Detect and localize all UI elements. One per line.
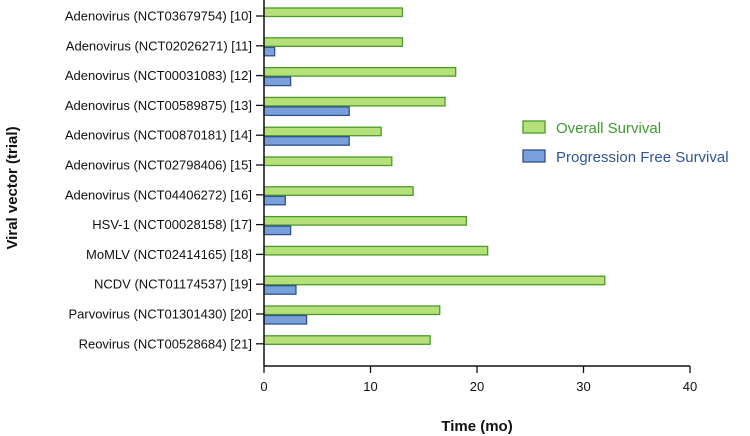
category-label: Adenovirus (NCT02798406) [15]: [65, 158, 252, 173]
progression-free-survival-bar: [263, 46, 276, 57]
category-label: HSV-1 (NCT00028158) [17]: [92, 217, 252, 232]
category-label: Adenovirus (NCT02026271) [11]: [66, 38, 252, 53]
overall-survival-bar: [263, 335, 431, 345]
overall-survival-bar: [263, 66, 457, 77]
overall-survival-bar: [263, 7, 404, 18]
category-label: Parvovirus (NCT01301430) [20]: [68, 307, 252, 322]
category-label: Adenovirus (NCT00870181) [14]: [65, 128, 252, 143]
y-axis-title: Viral vector (trial): [4, 126, 21, 249]
x-axis-title: Time (mo): [441, 418, 512, 435]
progression-free-survival-bar: [263, 225, 292, 236]
x-ticks: 0 10 20 30 40: [260, 366, 697, 394]
x-tick-label: 10: [363, 379, 377, 394]
x-tick-label: 40: [683, 379, 697, 394]
overall-survival-bar: [263, 305, 441, 316]
category-label: Adenovirus (NCT00031083) [12]: [65, 68, 252, 83]
progression-free-survival-bar: [263, 314, 308, 325]
legend-swatch-overall-survival: [522, 120, 546, 134]
category-label: Reovirus (NCT00528684) [21]: [79, 336, 252, 351]
category-label: Adenovirus (NCT04406272) [16]: [65, 187, 252, 202]
overall-survival-bar: [263, 245, 489, 256]
legend-label-overall-survival: Overall Survival: [556, 120, 661, 137]
legend: Overall Survival Progression Free Surviva…: [522, 120, 729, 166]
x-tick-label: 20: [470, 379, 484, 394]
progression-free-survival-bar: [263, 106, 350, 117]
bars-layer: [263, 7, 606, 345]
progression-free-survival-bar: [263, 285, 297, 295]
progression-free-survival-bar: [263, 76, 292, 87]
progression-free-survival-bar: [263, 136, 350, 146]
category-label: Adenovirus (NCT03679754) [10]: [65, 9, 252, 24]
category-label: NCDV (NCT01174537) [19]: [94, 277, 252, 292]
legend-label-progression-free-survival: Progression Free Survival: [556, 149, 729, 166]
overall-survival-bar: [263, 215, 468, 226]
category-label: MoMLV (NCT02414165) [18]: [86, 247, 252, 262]
overall-survival-bar: [263, 37, 404, 47]
overall-survival-bar: [263, 275, 606, 286]
overall-survival-bar: [263, 156, 393, 167]
progression-free-survival-bar: [263, 195, 286, 206]
category-label: Adenovirus (NCT00589875) [13]: [65, 98, 252, 113]
overall-survival-bar: [263, 96, 446, 107]
overall-survival-bar: [263, 126, 382, 137]
x-tick-label: 0: [260, 379, 267, 394]
overall-survival-bar: [263, 186, 414, 196]
x-tick-label: 30: [576, 379, 590, 394]
category-labels: Adenovirus (NCT03679754) [10] Adenovirus …: [65, 9, 252, 352]
legend-swatch-progression-free-survival: [522, 149, 546, 163]
